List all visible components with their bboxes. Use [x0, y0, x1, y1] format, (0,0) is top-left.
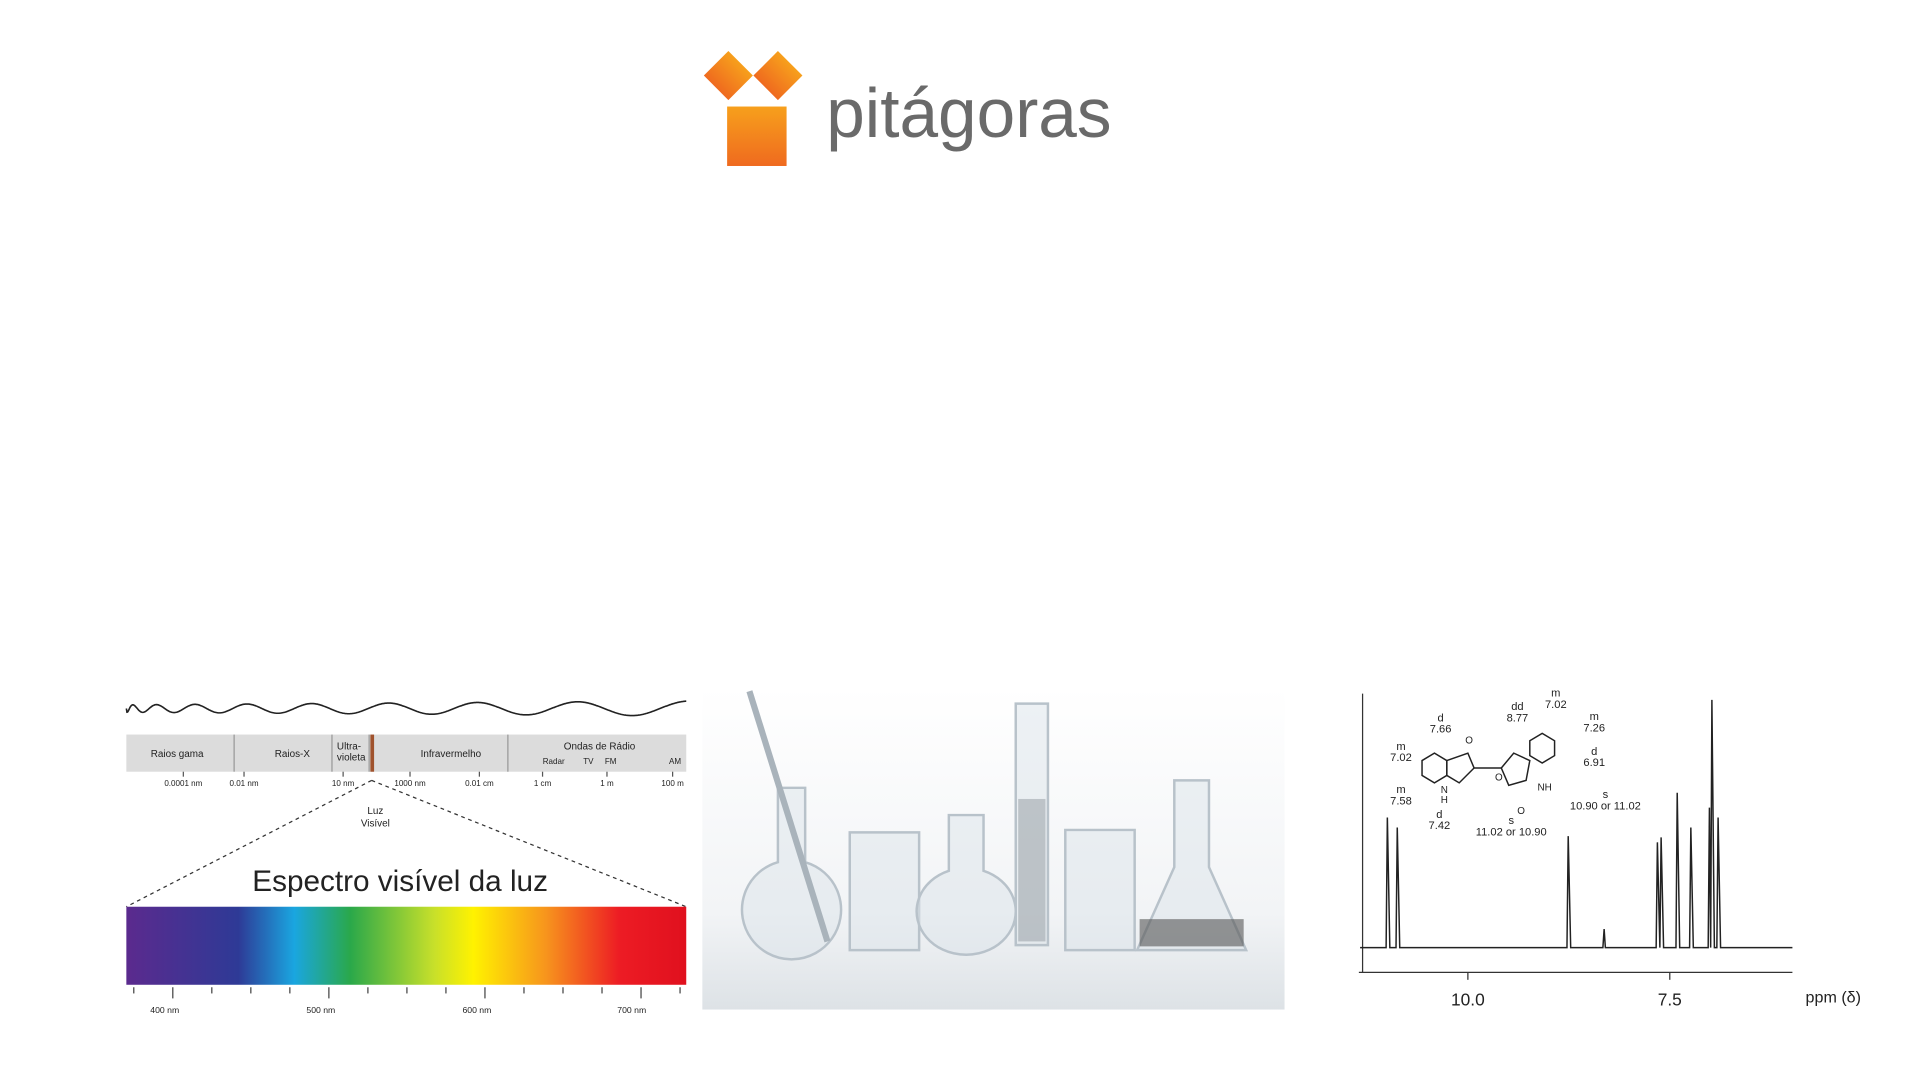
shift: 7.42: [1429, 820, 1451, 832]
multiplicity: m: [1590, 711, 1599, 723]
band-label: Infravermelho: [421, 749, 482, 760]
subband-label: FM: [605, 757, 617, 766]
multiplicity: d: [1438, 712, 1444, 724]
round-flask: [740, 786, 843, 961]
logo-diamond: [753, 51, 803, 101]
atom-label: H: [1441, 795, 1448, 806]
atom-label: O: [1495, 773, 1503, 784]
x-tick-label: 7.5: [1658, 989, 1682, 1009]
shift: 8.77: [1507, 712, 1529, 724]
scale-label: 1 m: [600, 779, 614, 788]
multiplicity: m: [1551, 688, 1560, 700]
visible-spectrum: [126, 906, 687, 985]
nm-label: 500 nm: [306, 1005, 335, 1015]
nm-label: 600 nm: [462, 1005, 491, 1015]
subband-label: TV: [583, 757, 594, 766]
nm-label: 700 nm: [617, 1005, 646, 1015]
dashed-line: [126, 779, 372, 908]
visible-label: Luz: [367, 806, 383, 817]
atom-label: O: [1517, 806, 1525, 817]
band-label: violeta: [337, 753, 366, 764]
liquid: [1139, 919, 1244, 947]
logo-text: pitágoras: [826, 74, 1111, 152]
flask: [915, 813, 1017, 957]
atom-label: N: [1441, 785, 1448, 796]
atom-label: NH: [1538, 782, 1552, 793]
shift: 7.02: [1545, 699, 1567, 711]
multiplicity: s: [1603, 789, 1609, 801]
erlenmeyer: [1135, 779, 1249, 952]
dashed-line: [371, 779, 687, 908]
x-axis-label: ppm (δ): [1806, 989, 1861, 1007]
molecule: [1421, 732, 1556, 787]
nmr-spectrum: [1358, 693, 1793, 980]
glass-rod: [746, 690, 831, 943]
multiplicity: d: [1436, 809, 1442, 821]
wave: [125, 700, 687, 717]
visible-band: [370, 734, 375, 772]
scale-label: 1 cm: [534, 779, 552, 788]
lab-glassware-photo: [702, 687, 1285, 1010]
scale-label: 10 nm: [332, 779, 355, 788]
x-tick-label: 10.0: [1451, 989, 1485, 1009]
multiplicity: d: [1591, 746, 1597, 758]
band-label: Raios gama: [151, 749, 204, 760]
shift: 11.02 or 10.90: [1476, 826, 1547, 838]
spectrum-title: Espectro visível da luz: [252, 865, 548, 898]
shift: 6.91: [1583, 757, 1605, 769]
multiplicity: m: [1396, 784, 1405, 796]
band-bar: [126, 734, 687, 772]
nm-label: 400 nm: [150, 1005, 179, 1015]
scale-label: 0.01 nm: [229, 779, 258, 788]
band-label: Ultra-: [337, 742, 361, 753]
logo-diamond: [703, 51, 753, 101]
multiplicity: dd: [1511, 701, 1523, 713]
visible-label: Visível: [361, 818, 390, 829]
subband-label: Radar: [543, 757, 565, 766]
atom-label: O: [1465, 735, 1473, 746]
multiplicity: m: [1396, 741, 1405, 753]
multiplicity: s: [1508, 815, 1514, 827]
beaker: [1064, 828, 1136, 952]
logo: pitágoras: [703, 51, 1112, 166]
spectrum-figure: [125, 700, 687, 985]
band-label: Raios-X: [275, 749, 311, 760]
beaker: [848, 831, 921, 952]
band-label: Ondas de Rádio: [564, 742, 636, 753]
shift: 7.26: [1583, 722, 1605, 734]
liquid: [1018, 798, 1046, 942]
spectrum-trace: [1360, 699, 1793, 949]
scale-label: 1000 nm: [394, 779, 426, 788]
scale-label: 0.01 cm: [465, 779, 494, 788]
shift: 7.66: [1430, 724, 1452, 736]
logo-square: [727, 106, 787, 166]
shift: 7.58: [1390, 795, 1412, 807]
scale-label: 100 m: [661, 779, 684, 788]
shift: 10.90 or 11.02: [1570, 800, 1641, 812]
shift: 7.02: [1390, 752, 1412, 764]
scale-label: 0.0001 nm: [164, 779, 202, 788]
subband-label: AM: [669, 757, 681, 766]
